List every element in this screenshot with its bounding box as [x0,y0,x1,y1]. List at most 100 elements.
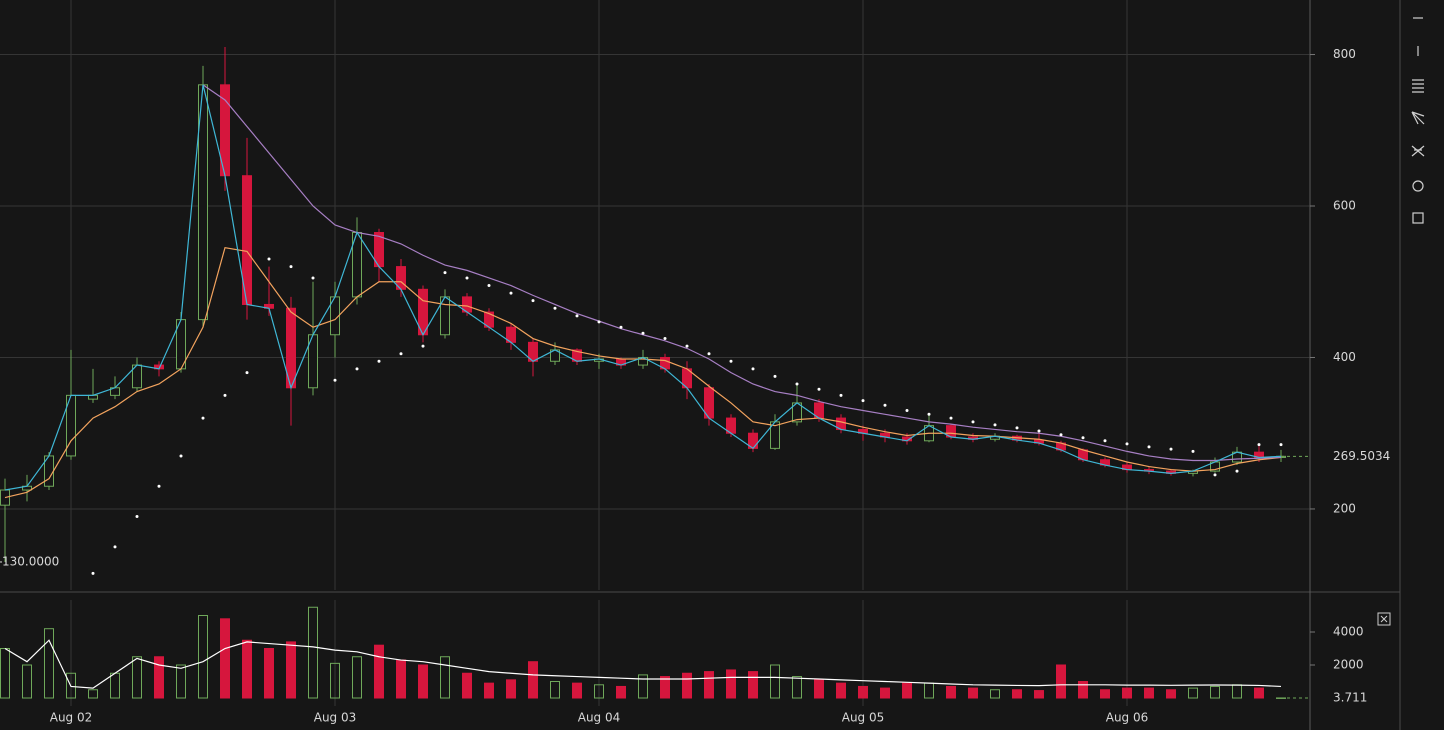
sar-dot [311,276,315,280]
volume-bar [1012,689,1022,699]
volume-bar [880,687,890,699]
volume-bar [132,656,142,699]
sar-dot [817,387,821,391]
sar-dot [927,412,931,416]
sar-dot [553,306,557,310]
last-price-box [1312,446,1398,467]
volume-bar [594,684,604,699]
volume-bar [198,615,208,699]
volume-bar [220,618,230,699]
volume-bar [352,656,362,699]
volume-bar [1188,687,1198,699]
sar-dot [245,371,249,375]
volume-bar [1056,664,1066,699]
close-line [4,84,1282,491]
volume-bar [946,685,956,699]
volume-bar [572,682,582,699]
volume-bar [440,656,450,699]
sar-dot [267,257,271,261]
volume-bar [1122,687,1132,699]
sar-dot [1015,426,1019,430]
sar-dot [993,423,997,427]
toolbar [1411,17,1425,224]
volume-bar [396,659,406,699]
volume-bar [286,641,296,699]
sar-dot [1059,433,1063,437]
sar-dot [487,284,491,288]
volume-bar [308,606,318,699]
volume-bar [836,682,846,699]
sar-dot [1125,442,1129,446]
sar-dot [1103,439,1107,443]
x-tick-label: Aug 05 [842,711,885,725]
volume-bar [858,685,868,699]
y-tick-label: 200 [1333,501,1356,515]
volume-bar [660,676,670,699]
volume-bar [726,669,736,699]
tool-fan[interactable] [1411,111,1425,125]
sar-dot [905,409,909,413]
sar-dot [223,393,227,397]
sar-dot [355,367,359,371]
sar-dot [597,320,601,324]
x-tick-label: Aug 06 [1106,711,1149,725]
sar-dot [663,337,667,341]
y-tick-label: 600 [1333,199,1356,213]
tool-rectangle[interactable] [1412,212,1424,224]
volume-bar [968,687,978,699]
volume-bar [550,681,560,699]
tool-circle[interactable] [1412,180,1424,192]
sar-dot [1235,469,1239,473]
y-tick-label: 800 [1333,47,1356,61]
sar-dot [333,378,337,382]
volume-bar [484,682,494,699]
sar-dot [465,276,469,280]
sar-dot [179,454,183,458]
volume-bar [748,671,758,699]
volume-bar [88,689,98,699]
last-price-label: 269.5034 [1333,449,1390,463]
volume-bar [1166,689,1176,699]
sar-dot [883,403,887,407]
sar-dot [1257,443,1261,447]
sar-dot [91,571,95,575]
sar-dot [135,515,139,519]
volume-bar [44,628,54,699]
x-tick-label: Aug 04 [578,711,621,725]
volume-bar [616,685,626,699]
volume-bar [792,676,802,699]
sar-dot [531,299,535,303]
volume-bar [242,639,252,699]
sar-dot [443,271,447,275]
volume-y-tick-label: 4000 [1333,625,1364,639]
sar-dot [949,416,953,420]
sar-dot [201,416,205,420]
volume-bar [682,672,692,699]
volume-bar [418,664,428,699]
sar-dot [971,420,975,424]
sar-dot [377,359,381,363]
tool-fib[interactable] [1411,145,1425,157]
volume-bar [462,672,472,699]
sar-dot [1081,436,1085,440]
sar-dot [1279,443,1283,447]
close-icon[interactable] [1380,615,1388,623]
volume-bar [1254,687,1264,699]
volume-bar [770,664,780,699]
volume-bar [176,664,186,699]
volume-bar [814,679,824,699]
volume-bar [1034,690,1044,699]
annotation-label: 130.0000 [2,554,59,568]
volume-bar [528,661,538,699]
tool-channel[interactable] [1412,79,1424,93]
volume-bar [1210,685,1220,699]
close-box[interactable] [1377,612,1391,626]
volume-bar [704,671,714,699]
sar-dot [1191,449,1195,453]
volume-bar [66,672,76,699]
sar-dot [729,359,733,363]
close-pane-button[interactable] [1377,612,1391,626]
sar-dot [707,352,711,356]
